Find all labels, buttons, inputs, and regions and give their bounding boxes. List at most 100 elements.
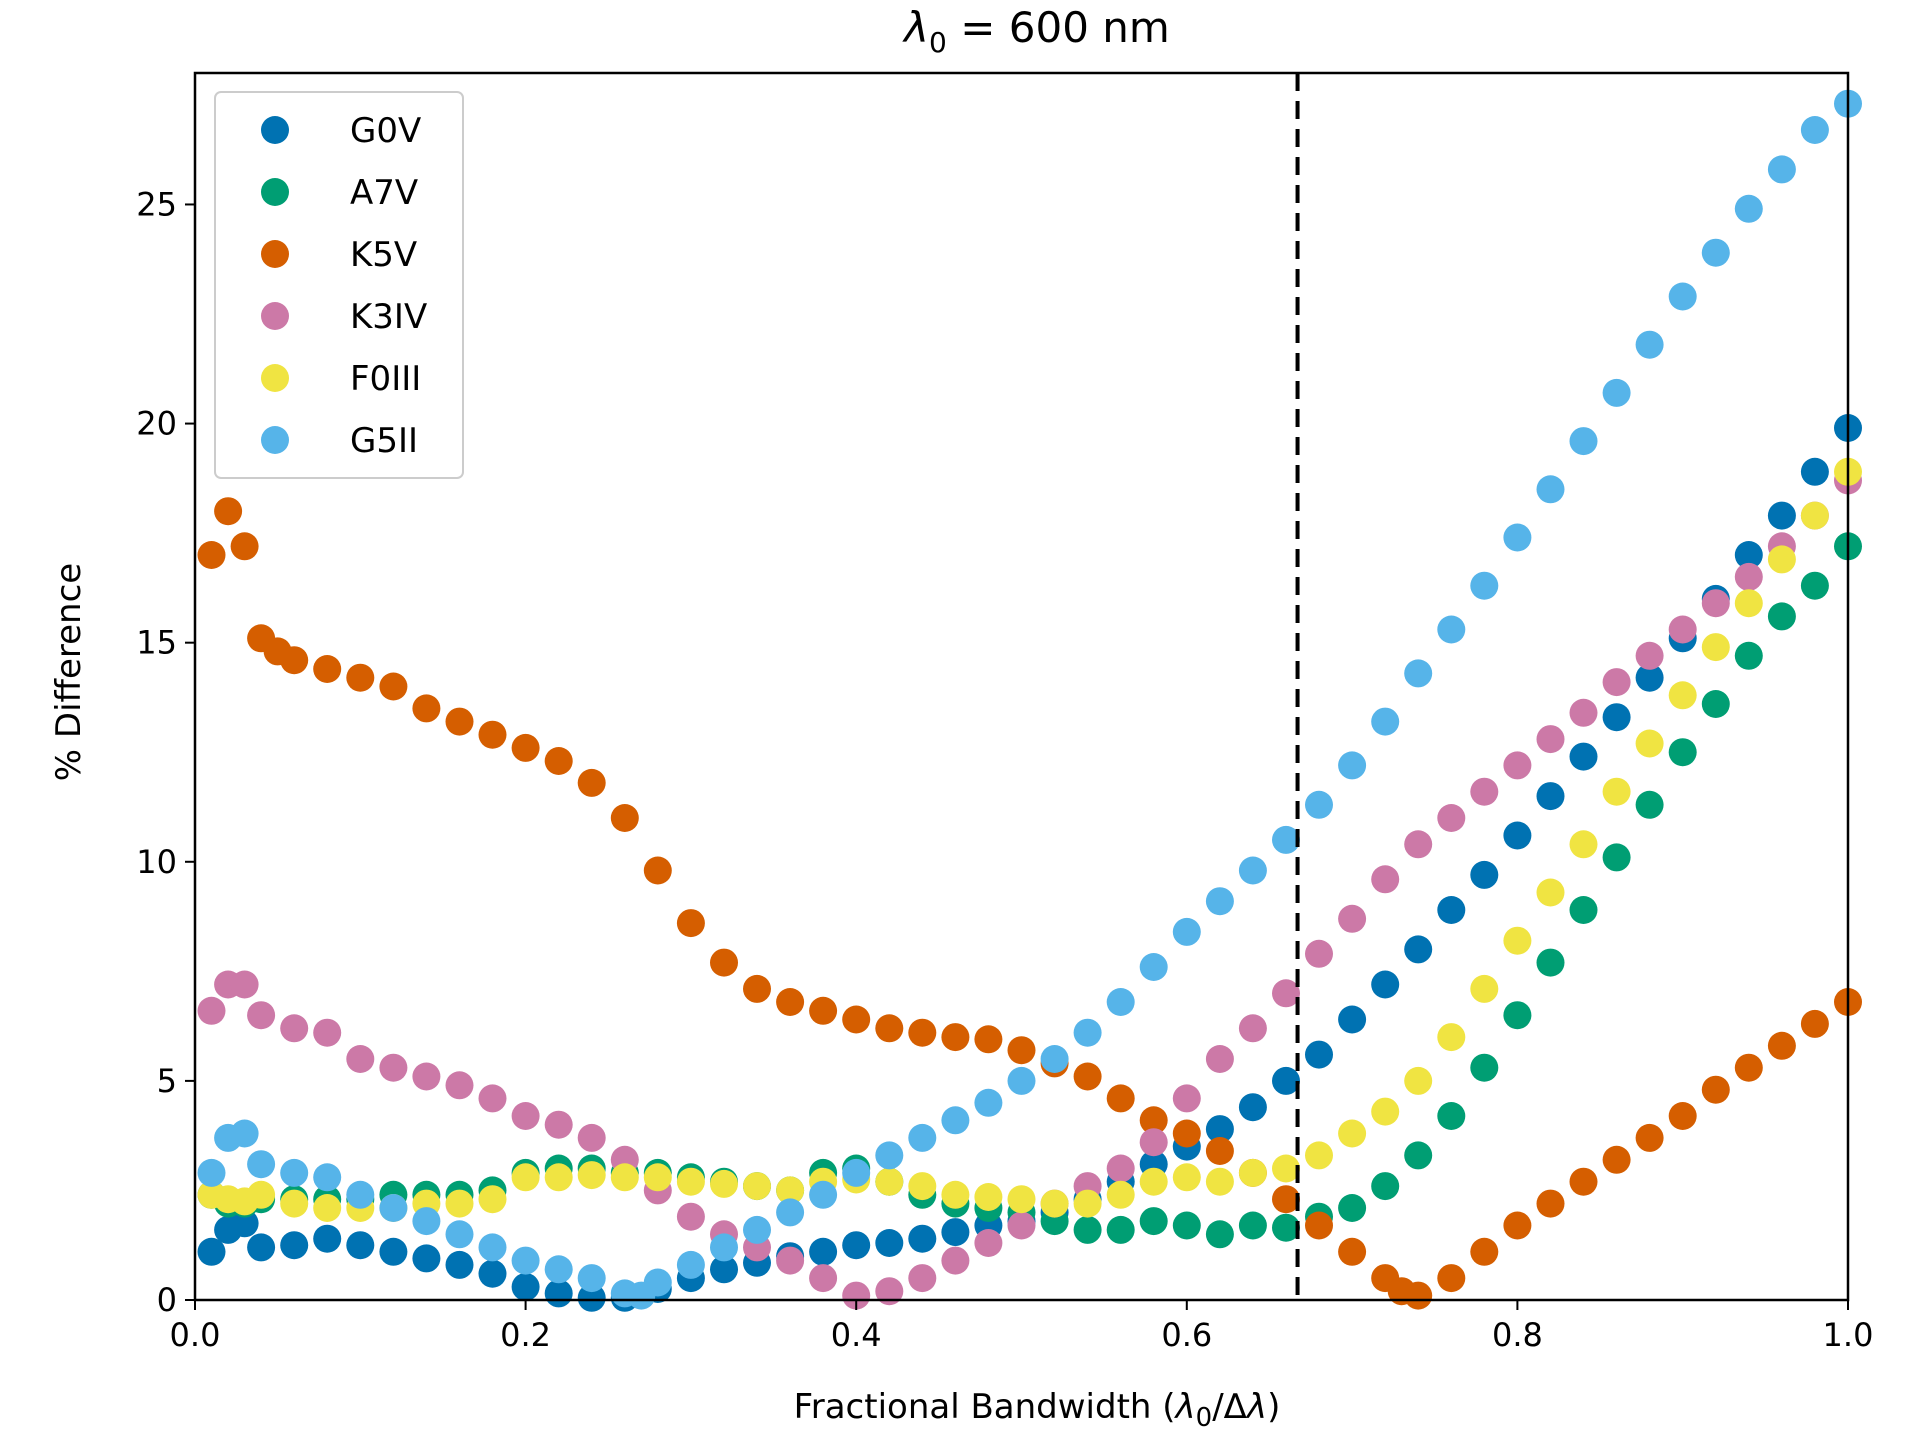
legend: G0V A7V K5V K3IV F0III G5II [214,91,464,479]
point-A7V-37 [1371,1172,1400,1201]
point-G0V-38 [1404,935,1433,964]
point-K5V-27 [1007,1036,1036,1065]
point-A7V-42 [1536,948,1565,977]
point-G5II-20 [776,1198,805,1227]
point-K5V-41 [1437,1264,1466,1293]
data-points [197,89,1862,1312]
series-K5V [197,497,1862,1310]
point-A7V-47 [1701,690,1730,718]
point-G0V-7 [379,1237,408,1266]
point-K5V-46 [1602,1145,1631,1174]
point-G5II-16 [643,1268,672,1297]
point-G0V-41 [1503,821,1532,850]
point-G5II-38 [1371,707,1400,736]
point-F0III-9 [445,1189,474,1218]
point-G5II-2 [230,1119,259,1148]
point-K5V-32 [1172,1119,1201,1148]
point-K3IV-4 [280,1014,309,1043]
point-F0III-14 [610,1163,639,1192]
point-K3IV-22 [875,1277,904,1306]
point-G5II-49 [1734,194,1763,223]
point-G5II-9 [445,1220,474,1249]
point-K5V-33 [1205,1137,1234,1165]
legend-label-G5II: G5II [350,421,418,461]
point-K3IV-10 [478,1084,507,1113]
point-G0V-50 [1800,457,1829,486]
point-G5II-12 [544,1255,573,1284]
point-G5II-25 [941,1106,970,1135]
point-A7V-29 [1106,1215,1135,1244]
point-K3IV-19 [776,1246,805,1275]
legend-marker-K5V [261,240,289,268]
legend-label-K3IV: K3IV [350,297,427,337]
point-F0III-50 [1800,501,1829,530]
point-K3IV-48 [1734,562,1763,591]
point-K5V-40 [1404,1281,1433,1310]
point-G0V-22 [875,1229,904,1257]
legend-marker-G0V [261,116,289,144]
point-F0III-49 [1767,545,1796,574]
point-A7V-38 [1404,1141,1433,1170]
point-K5V-18 [710,948,738,977]
point-K5V-52 [1800,1009,1829,1038]
point-G5II-6 [346,1180,375,1209]
point-K5V-23 [875,1014,904,1043]
point-G5II-44 [1569,427,1598,456]
legend-marker-A7V [261,178,289,206]
point-F0III-13 [577,1161,606,1190]
point-G0V-44 [1602,703,1631,732]
point-G5II-35 [1272,825,1300,854]
point-K3IV-35 [1305,939,1333,968]
point-F0III-39 [1437,1023,1466,1052]
point-G5II-23 [875,1141,904,1170]
point-K5V-42 [1470,1237,1499,1266]
point-F0III-42 [1536,878,1565,907]
point-K3IV-40 [1470,777,1499,806]
point-G0V-12 [544,1279,573,1308]
point-F0III-19 [776,1176,805,1205]
point-A7V-48 [1734,641,1763,670]
point-A7V-31 [1172,1211,1201,1240]
point-A7V-36 [1338,1194,1367,1222]
point-F0III-45 [1635,729,1664,758]
point-G0V-32 [1205,1115,1234,1144]
point-K5V-29 [1073,1062,1102,1091]
point-K5V-26 [974,1025,1003,1054]
point-A7V-34 [1272,1213,1300,1242]
point-G0V-49 [1767,501,1796,530]
point-G5II-3 [247,1150,276,1179]
x-axis-label: Fractional Bandwidth (λ0/Δλ) [794,1387,1281,1433]
point-K5V-20 [776,988,805,1016]
point-G0V-0 [197,1237,226,1266]
point-K5V-5 [280,646,309,675]
point-F0III-47 [1701,633,1730,662]
point-F0III-32 [1205,1167,1234,1196]
x-tick-label: 0.2 [500,1316,551,1354]
point-G0V-13 [577,1283,606,1312]
point-G5II-17 [676,1250,705,1279]
y-axis-label: % Difference [49,563,89,781]
point-K5V-13 [544,747,573,775]
point-K3IV-31 [1172,1084,1201,1113]
point-G5II-19 [743,1215,771,1244]
point-G5II-29 [1073,1018,1102,1047]
point-K3IV-23 [908,1264,937,1293]
point-K3IV-9 [445,1071,474,1100]
point-K3IV-47 [1701,589,1730,618]
point-F0III-34 [1272,1154,1300,1183]
point-F0III-15 [643,1163,672,1192]
point-K3IV-7 [379,1053,408,1082]
point-G5II-28 [1040,1045,1069,1073]
point-F0III-36 [1338,1119,1367,1148]
point-K3IV-5 [313,1018,342,1047]
chart-title: λ0 = 600 nm [902,3,1170,59]
legend-label-G0V: G0V [350,111,421,151]
point-G5II-11 [511,1246,540,1275]
point-K5V-6 [313,655,342,683]
point-K3IV-38 [1404,830,1433,859]
point-K3IV-16 [676,1202,705,1231]
point-G0V-40 [1470,860,1499,889]
point-K3IV-44 [1602,668,1631,697]
point-G5II-7 [379,1194,408,1222]
